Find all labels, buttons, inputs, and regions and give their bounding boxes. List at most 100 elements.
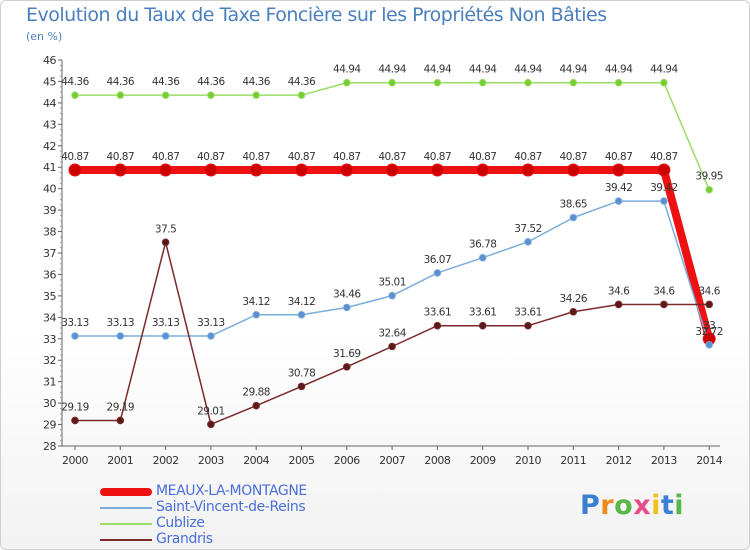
y-tick-label: 33 (43, 333, 56, 346)
y-tick-label: 43 (43, 118, 56, 131)
data-label: 33.13 (61, 317, 89, 329)
x-tick-label: 2002 (153, 454, 179, 467)
y-tick-label: 34 (43, 311, 56, 324)
data-point (116, 416, 125, 425)
x-tick-label: 2007 (379, 454, 405, 467)
data-label: 40.87 (424, 151, 452, 163)
data-point (343, 303, 351, 312)
data-point (71, 91, 79, 99)
x-tick-label: 2011 (560, 454, 586, 467)
data-point (159, 163, 173, 177)
data-point (660, 197, 668, 205)
data-point (524, 238, 532, 246)
legend-item: Saint-Vincent-de-Reins (100, 499, 360, 516)
y-tick-label: 39 (43, 204, 56, 217)
data-point (478, 78, 487, 87)
y-tick-label: 40 (43, 183, 56, 196)
data-label: 40.87 (288, 151, 316, 163)
x-tick-label: 2001 (107, 454, 133, 467)
data-point (614, 78, 623, 87)
data-label: 34.12 (288, 296, 316, 308)
data-point (295, 163, 308, 177)
data-point (71, 416, 79, 425)
data-point (385, 163, 399, 177)
data-point (614, 197, 623, 205)
data-label: 34.6 (653, 285, 675, 297)
data-label: 38.65 (560, 199, 588, 211)
data-point (207, 332, 215, 340)
y-tick-label: 42 (43, 140, 56, 153)
data-point (433, 269, 442, 277)
data-point (433, 321, 442, 330)
data-point (343, 78, 351, 87)
logo-letter: t (660, 490, 675, 521)
data-label: 40.87 (107, 151, 135, 163)
logo-letter: i (674, 490, 685, 521)
data-label: 36.07 (424, 254, 452, 266)
data-label: 29.19 (107, 401, 135, 413)
y-tick-label: 41 (43, 161, 56, 174)
y-tick-label: 29 (43, 419, 56, 432)
data-label: 33.61 (514, 307, 542, 319)
y-tick-label: 28 (43, 440, 56, 453)
data-label: 44.94 (378, 64, 406, 76)
data-point (297, 91, 306, 99)
data-label: 34.12 (242, 296, 270, 308)
data-label: 37.5 (155, 223, 176, 235)
y-tick-label: 45 (43, 75, 56, 88)
data-label: 31.69 (333, 348, 361, 360)
x-tick-label: 2005 (289, 454, 315, 467)
legend-label: Saint-Vincent-de-Reins (156, 499, 306, 515)
logo-letter: x (633, 490, 652, 521)
data-point (207, 420, 215, 429)
data-label: 33 (703, 320, 715, 332)
x-tick-label: 2012 (606, 454, 632, 467)
data-point (476, 163, 490, 177)
data-label: 44.94 (424, 64, 452, 76)
data-point (340, 163, 354, 177)
data-label: 40.87 (333, 151, 361, 163)
data-point (207, 91, 215, 99)
data-point (116, 332, 125, 340)
data-label: 44.94 (560, 64, 588, 76)
data-point (161, 238, 170, 247)
data-point (252, 91, 261, 99)
legend-item: MEAUX-LA-MONTAGNE (100, 483, 360, 500)
data-point (660, 78, 668, 87)
data-point (660, 300, 668, 309)
data-label: 30.78 (288, 367, 316, 379)
data-point (612, 163, 626, 177)
data-label: 44.36 (61, 76, 89, 88)
y-tick-label: 37 (43, 247, 56, 260)
data-point (161, 332, 170, 340)
data-label: 40.87 (152, 151, 180, 163)
data-point (521, 163, 535, 177)
data-label: 29.01 (197, 405, 225, 417)
y-tick-label: 46 (43, 54, 56, 67)
y-tick-label: 44 (43, 97, 56, 110)
data-point (68, 163, 82, 177)
proxiti-logo: Proxiti (580, 490, 684, 521)
data-point (705, 300, 714, 309)
legend-swatch (100, 507, 152, 509)
data-point (524, 321, 532, 330)
data-label: 44.36 (288, 76, 316, 88)
data-label: 36.78 (469, 239, 497, 251)
data-point (161, 91, 170, 99)
data-label: 44.36 (152, 76, 180, 88)
data-point (252, 310, 261, 319)
legend-item: Cublize (100, 515, 360, 532)
x-tick-label: 2013 (651, 454, 677, 467)
logo-letter: r (600, 490, 615, 521)
legend-label: MEAUX-LA-MONTAGNE (156, 483, 307, 499)
data-label: 44.94 (605, 64, 633, 76)
data-point (478, 253, 487, 262)
data-point (116, 91, 125, 99)
data-point (430, 163, 444, 177)
data-point (524, 78, 532, 87)
data-point (343, 363, 351, 371)
data-point (614, 300, 623, 309)
data-label: 39.42 (650, 182, 678, 194)
data-label: 33.13 (107, 317, 135, 329)
